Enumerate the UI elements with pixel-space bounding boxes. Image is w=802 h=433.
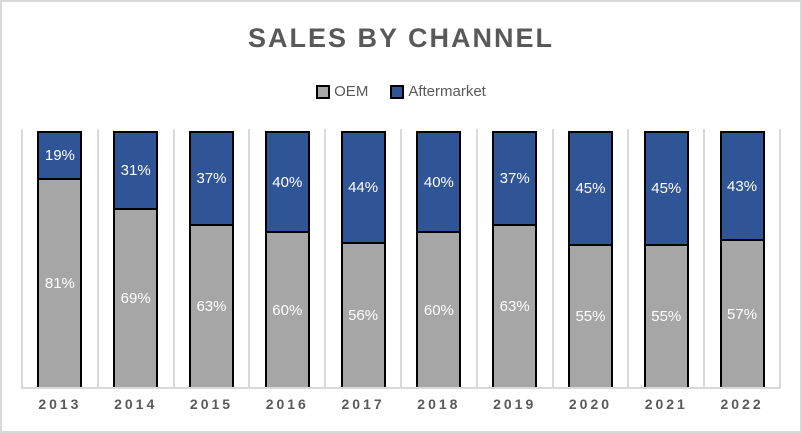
- legend-item-oem: OEM: [316, 83, 368, 100]
- aftermarket-segment: 44%: [340, 131, 386, 244]
- stacked-bar-2019: 37% 63%: [492, 131, 538, 387]
- x-axis-label-2015: 2015: [189, 396, 234, 412]
- gridline: [476, 129, 478, 387]
- bar-group-2021: 45% 55%: [628, 131, 704, 387]
- oem-segment: 57%: [719, 241, 765, 387]
- aftermarket-segment: 31%: [113, 131, 159, 210]
- oem-data-label: 63%: [499, 298, 530, 315]
- oem-data-label: 55%: [651, 308, 682, 325]
- oem-data-label: 69%: [120, 290, 151, 307]
- oem-data-label: 63%: [196, 298, 227, 315]
- bar-group-2017: 44% 56%: [325, 131, 401, 387]
- chart-legend: OEM Aftermarket: [2, 83, 800, 100]
- aftermarket-segment: 37%: [188, 131, 234, 226]
- aftermarket-data-label: 37%: [196, 170, 227, 187]
- aftermarket-segment: 37%: [492, 131, 538, 226]
- gridline: [248, 129, 250, 387]
- x-axis-label-2018: 2018: [417, 396, 461, 412]
- aftermarket-segment: 19%: [37, 131, 83, 180]
- x-axis-labels: 2013 2014 2015 2016 2017 2018 2019 2020 2021 2022: [22, 396, 780, 412]
- gridline: [97, 129, 99, 387]
- stacked-bar-2013: 19% 81%: [37, 131, 83, 387]
- bar-group-2016: 40% 60%: [249, 131, 325, 387]
- x-axis-label-2016: 2016: [265, 396, 309, 412]
- aftermarket-data-label: 44%: [348, 179, 379, 196]
- stacked-bar-2015: 37% 63%: [188, 131, 234, 387]
- aftermarket-data-label: 43%: [727, 177, 758, 195]
- legend-swatch-aftermarket: [390, 84, 405, 99]
- oem-data-label: 60%: [272, 301, 303, 319]
- chart-title: SALES BY CHANNEL: [247, 23, 555, 53]
- x-axis-label-2022: 2022: [720, 396, 764, 412]
- x-axis-label-2017: 2017: [341, 396, 385, 412]
- aftermarket-data-label: 45%: [575, 180, 606, 197]
- stacked-bar-2017: 44% 56%: [340, 131, 386, 387]
- x-axis-label-2019: 2019: [493, 396, 537, 412]
- aftermarket-segment: 45%: [643, 131, 689, 246]
- gridline: [703, 129, 705, 387]
- stacked-bar-2021: 45% 55%: [643, 131, 689, 387]
- aftermarket-data-label: 37%: [499, 170, 530, 187]
- bar-group-2022: 43% 57%: [704, 131, 780, 387]
- oem-data-label: 60%: [423, 301, 454, 319]
- gridline: [21, 129, 23, 387]
- oem-data-label: 56%: [348, 307, 379, 324]
- aftermarket-data-label: 40%: [423, 173, 454, 191]
- stacked-bar-2020: 45% 55%: [567, 131, 613, 387]
- bar-group-2018: 40% 60%: [401, 131, 477, 387]
- stacked-bar-2016: 40% 60%: [264, 131, 310, 387]
- oem-segment: 55%: [567, 246, 613, 387]
- gridline: [552, 129, 554, 387]
- gridline: [324, 129, 326, 387]
- oem-segment: 63%: [492, 226, 538, 387]
- oem-segment: 60%: [264, 233, 310, 387]
- bar-group-2013: 19% 81%: [22, 131, 98, 387]
- gridline: [173, 129, 175, 387]
- bar-group-2014: 31% 69%: [98, 131, 174, 387]
- stacked-bar-2022: 43% 57%: [719, 131, 765, 387]
- aftermarket-segment: 40%: [264, 131, 310, 233]
- x-axis-line: [21, 387, 781, 389]
- aftermarket-data-label: 45%: [651, 180, 682, 197]
- gridline: [627, 129, 629, 387]
- oem-data-label: 81%: [44, 275, 75, 292]
- bars-row: 19% 81% 31% 69% 37% 63% 40% 60% 44% 56% 40% 60% 37% 6…: [22, 131, 780, 387]
- oem-data-label: 55%: [575, 308, 606, 325]
- aftermarket-segment: 45%: [567, 131, 613, 246]
- oem-segment: 63%: [188, 226, 234, 387]
- aftermarket-data-label: 40%: [272, 173, 303, 191]
- aftermarket-segment: 43%: [719, 131, 765, 241]
- oem-segment: 60%: [416, 233, 462, 387]
- gridline: [779, 129, 781, 387]
- x-axis-label-2021: 2021: [644, 396, 688, 412]
- x-axis-label-2013: 2013: [38, 396, 82, 412]
- gridline: [400, 129, 402, 387]
- bar-group-2015: 37% 63%: [174, 131, 250, 387]
- aftermarket-segment: 40%: [416, 131, 462, 233]
- x-axis-label-2020: 2020: [568, 396, 613, 412]
- oem-segment: 56%: [340, 244, 386, 387]
- oem-data-label: 57%: [727, 305, 758, 323]
- oem-segment: 55%: [643, 246, 689, 387]
- legend-swatch-oem: [316, 84, 331, 99]
- plot-area: 19% 81% 31% 69% 37% 63% 40% 60% 44% 56% 40% 60% 37% 6…: [21, 129, 781, 389]
- legend-item-aftermarket: Aftermarket: [390, 83, 486, 100]
- oem-segment: 81%: [37, 180, 83, 387]
- bar-group-2019: 37% 63%: [477, 131, 553, 387]
- aftermarket-data-label: 31%: [120, 162, 151, 179]
- legend-label: OEM: [334, 83, 369, 100]
- x-axis-label-2014: 2014: [114, 396, 158, 412]
- legend-label: Aftermarket: [408, 83, 486, 100]
- bar-group-2020: 45% 55%: [553, 131, 629, 387]
- aftermarket-data-label: 19%: [44, 147, 75, 164]
- oem-segment: 69%: [113, 210, 159, 387]
- stacked-bar-2014: 31% 69%: [113, 131, 159, 387]
- stacked-bar-2018: 40% 60%: [416, 131, 462, 387]
